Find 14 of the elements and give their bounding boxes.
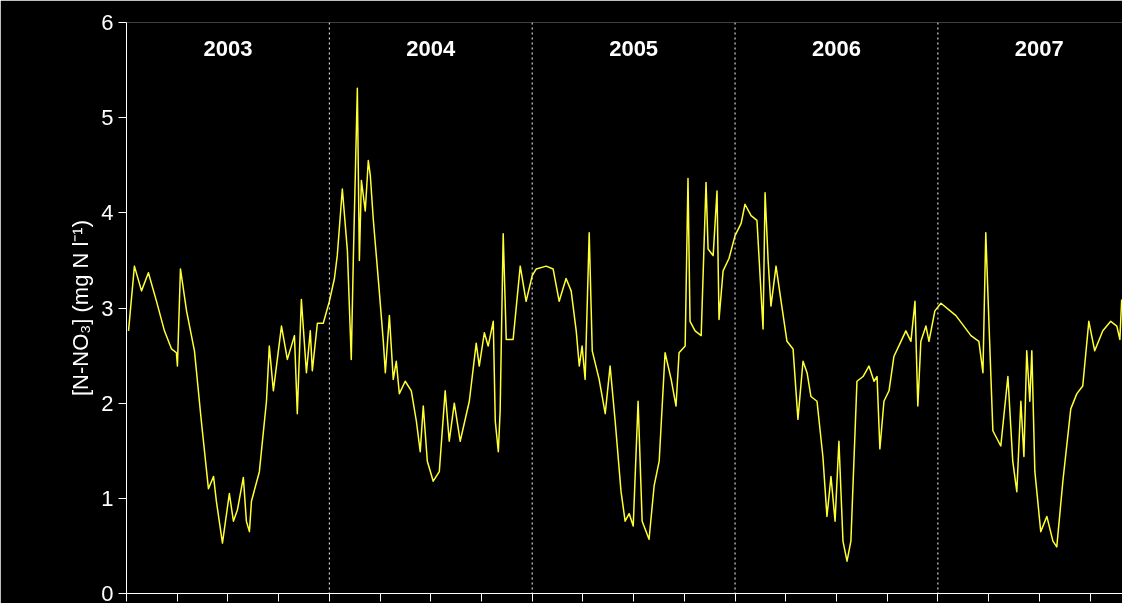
y-tick-label: 5	[101, 105, 114, 131]
x-tick-label: 2005	[609, 35, 659, 61]
y-tick-label: 1	[101, 485, 114, 511]
x-tick-label: 2006	[812, 35, 861, 61]
y-axis-title: [N-NO₃] (mg N l⁻¹)	[68, 219, 94, 397]
y-tick-label: 3	[101, 295, 114, 321]
y-tick-label: 2	[101, 390, 114, 416]
x-tick-label: 2003	[203, 35, 253, 61]
y-tick-label: 0	[101, 581, 114, 603]
y-tick-label: 6	[101, 10, 114, 35]
x-tick-label: 2004	[406, 35, 457, 61]
line-series	[127, 87, 1122, 562]
x-tick-label: 2007	[1014, 35, 1064, 61]
y-tick-label: 4	[101, 200, 114, 226]
